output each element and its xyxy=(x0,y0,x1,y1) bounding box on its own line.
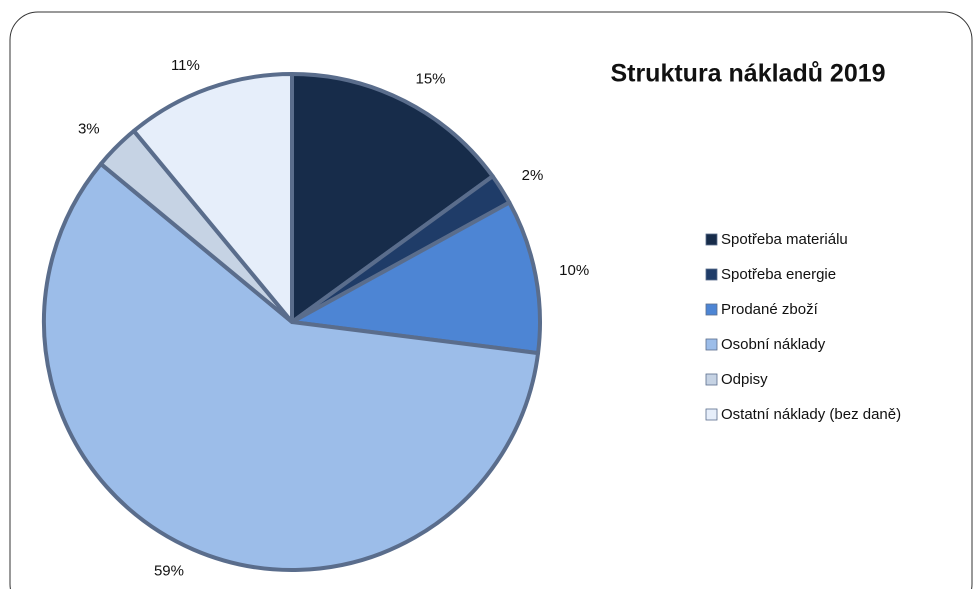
data-label: 59% xyxy=(154,563,184,580)
data-label: 11% xyxy=(171,57,200,74)
legend-label: Spotřeba energie xyxy=(721,266,836,283)
data-label: 3% xyxy=(78,121,100,138)
legend-swatch xyxy=(705,373,718,386)
legend-label: Spotřeba materiálu xyxy=(721,231,848,248)
pie-slice xyxy=(290,200,542,356)
pie-slice xyxy=(42,161,541,572)
legend-label: Prodané zboží xyxy=(721,301,819,318)
pie-slice xyxy=(131,72,294,324)
data-label: 15% xyxy=(415,71,445,88)
pie: 15% 2% 10% 59% 3% 11% xyxy=(42,57,589,580)
data-label: 2% xyxy=(522,167,544,184)
legend-label: Ostatní náklady (bez daně) xyxy=(721,406,901,423)
legend-swatch xyxy=(705,233,718,246)
legend-label: Osobní náklady xyxy=(721,336,826,353)
legend: Spotřeba materiálu Spotřeba energie Prodan… xyxy=(705,231,901,423)
data-label: 10% xyxy=(559,262,589,279)
legend-swatch xyxy=(705,303,718,316)
legend-swatch xyxy=(705,268,718,281)
legend-swatch xyxy=(705,338,718,351)
legend-swatch xyxy=(705,408,718,421)
chart-title: Struktura nákladů 2019 xyxy=(610,60,885,88)
legend-label: Odpisy xyxy=(721,371,768,388)
pie-slice xyxy=(290,72,495,324)
